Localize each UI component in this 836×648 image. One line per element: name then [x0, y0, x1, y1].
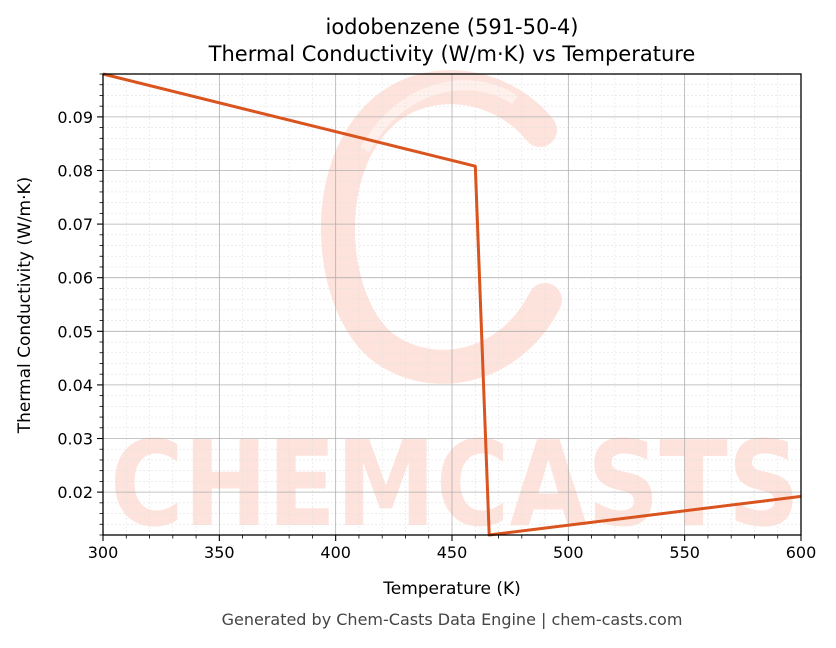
chart-title-line1: iodobenzene (591-50-4)	[326, 15, 579, 39]
y-tick-label: 0.04	[57, 376, 93, 395]
x-tick-label: 300	[88, 543, 119, 562]
x-tick-label: 350	[204, 543, 235, 562]
x-axis-label: Temperature (K)	[382, 579, 521, 599]
series-layer	[102, 72, 802, 537]
y-tick-label: 0.02	[57, 483, 93, 502]
footer-credit: Generated by Chem-Casts Data Engine | ch…	[222, 610, 683, 629]
y-tick-label: 0.05	[57, 322, 93, 341]
y-tick-label: 0.08	[57, 161, 93, 180]
x-tick-label: 600	[786, 543, 817, 562]
y-tick-label: 0.07	[57, 215, 93, 234]
x-tick-label: 400	[320, 543, 351, 562]
watermark-text: CHEMCASTS	[110, 415, 800, 553]
x-axis-ticks: 300 350 400 450 500 550 600	[88, 535, 817, 562]
x-tick-label: 450	[437, 543, 468, 562]
y-axis-label: Thermal Conductivity (W/m·K)	[15, 177, 35, 435]
y-axis-ticks: 0.02 0.03 0.04 0.05 0.06 0.07 0.08 0.09	[57, 73, 103, 536]
y-tick-label: 0.09	[57, 108, 93, 127]
y-tick-label: 0.06	[57, 269, 93, 288]
chart-title-line2: Thermal Conductivity (W/m·K) vs Temperat…	[208, 42, 696, 66]
watermark-swirl-highlight	[360, 80, 518, 153]
series-line	[102, 72, 802, 537]
x-tick-label: 550	[669, 543, 700, 562]
y-tick-label: 0.03	[57, 430, 93, 449]
x-tick-label: 500	[553, 543, 584, 562]
